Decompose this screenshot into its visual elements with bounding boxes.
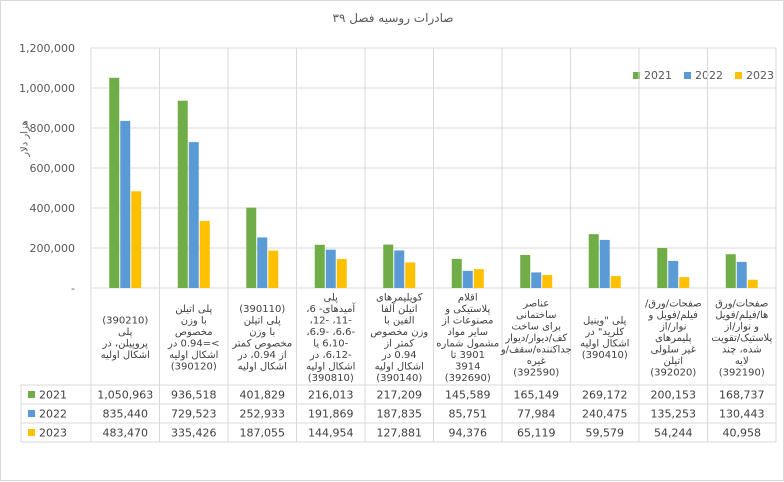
- y-tick-label: 200,000: [30, 242, 76, 255]
- bar-2023-9: [679, 277, 690, 288]
- table-cell-2021: 936,518: [171, 389, 217, 402]
- table-cell-2023: 335,426: [171, 427, 217, 440]
- table-cell-2023: 483,470: [103, 427, 149, 440]
- legend-swatch-2023: [735, 72, 742, 79]
- bar-2023-8: [610, 276, 621, 288]
- legend-swatch-2022: [684, 72, 691, 79]
- table-cell-2022: 187,835: [377, 408, 423, 421]
- category-label: کوپلیمرهای اتیلن آلفا الفین با وزن مخصوص کمت…: [370, 293, 428, 385]
- legend-label-2023: 2023: [746, 69, 774, 82]
- y-tick-label: -: [71, 282, 75, 295]
- bar-2021-10: [725, 254, 736, 288]
- chart-title: صادرات روسیه فصل ۳۹: [332, 11, 454, 25]
- legend-item-2021: 2021: [633, 69, 672, 82]
- y-tick-label: 800,000: [30, 122, 76, 135]
- category-label: صفحات/ورق ها/فیلم/فویل و نوار/از پلاستیک/تق…: [711, 298, 772, 378]
- table-cell-2021: 269,172: [582, 389, 628, 402]
- legend-label-2022: 2022: [695, 69, 723, 82]
- y-tick-label: 1,200,000: [19, 42, 75, 55]
- table-cell-2021: 168,737: [719, 389, 765, 402]
- bar-2021-3: [246, 207, 257, 288]
- table-cell-2021: 200,153: [651, 389, 697, 402]
- table-series-label: 2023: [39, 427, 67, 440]
- bar-2022-1: [120, 120, 131, 288]
- bar-2022-4: [325, 249, 336, 288]
- bar-2021-6: [451, 258, 462, 288]
- bar-2023-10: [747, 279, 758, 288]
- table-cell-2021: 165,149: [514, 389, 560, 402]
- bar-2023-3: [268, 250, 279, 288]
- bar-2022-10: [736, 261, 747, 288]
- category-label: عناصر ساختمانی برای ساخت کف/دیوار/دیوار جداک…: [500, 298, 572, 378]
- table-series-label: 2022: [39, 408, 67, 421]
- table-legend-swatch-2021: [28, 391, 35, 398]
- bar-2021-1: [109, 77, 120, 288]
- table-cell-2021: 217,209: [377, 389, 423, 402]
- table-cell-2022: 240,475: [582, 408, 628, 421]
- table-cell-2022: 191,869: [308, 408, 354, 421]
- bar-2021-2: [177, 100, 188, 288]
- legend-swatch-2021: [633, 72, 640, 79]
- category-label: (390110) پلی اتیلن با وزن مخصوص کمتر از 0.94…: [231, 304, 292, 373]
- table-cell-2022: 130,443: [719, 408, 765, 421]
- table-cell-2023: 40,958: [723, 427, 762, 440]
- bar-2022-8: [599, 239, 610, 288]
- bar-2022-7: [531, 272, 542, 288]
- bar-2023-1: [131, 191, 142, 288]
- table-legend-swatch-2022: [28, 410, 35, 417]
- category-label: پلی اتیلن با وزن مخصوص >=0.94 در اشکال اولیه…: [167, 304, 220, 373]
- table-cell-2022: 252,933: [240, 408, 286, 421]
- bar-2022-3: [257, 237, 268, 288]
- y-tick-label: 1,000,000: [19, 82, 75, 95]
- y-axis-label: هزار دلار: [19, 120, 31, 157]
- table-cell-2022: 835,440: [103, 408, 149, 421]
- table-cell-2021: 216,013: [308, 389, 354, 402]
- table-cell-2023: 59,579: [586, 427, 625, 440]
- bar-2022-9: [668, 260, 679, 288]
- y-tick-label: 600,000: [30, 162, 76, 175]
- bar-2023-7: [542, 274, 553, 288]
- table-cell-2023: 65,119: [517, 427, 556, 440]
- legend-label-2021: 2021: [644, 69, 672, 82]
- bar-2021-8: [588, 234, 599, 288]
- legend-item-2023: 2023: [735, 69, 774, 82]
- table-cell-2022: 77,984: [517, 408, 556, 421]
- table-legend-swatch-2023: [28, 429, 35, 436]
- table-cell-2023: 144,954: [308, 427, 354, 440]
- table-cell-2021: 401,829: [240, 389, 286, 402]
- table-cell-2022: 85,751: [449, 408, 488, 421]
- category-label: اقلام پلاستیکی و مصنوعات از سایر مواد مشمول …: [436, 293, 499, 385]
- legend-item-2022: 2022: [684, 69, 723, 82]
- table-cell-2023: 94,376: [449, 427, 488, 440]
- table-cell-2021: 1,050,963: [97, 389, 153, 402]
- bar-2021-4: [314, 244, 325, 288]
- legend: 2021 2022 2023: [633, 69, 774, 82]
- bar-2022-5: [394, 250, 405, 288]
- table-cell-2022: 729,523: [171, 408, 217, 421]
- bar-2022-6: [462, 270, 473, 288]
- y-tick-label: 400,000: [30, 202, 76, 215]
- bar-2021-5: [383, 244, 394, 288]
- table-cell-2023: 187,055: [240, 427, 286, 440]
- table-cell-2021: 145,589: [445, 389, 491, 402]
- bar-2021-7: [520, 254, 531, 288]
- category-label: صفحات/ورق/فیلم/فویل و نوار/از پلیمرهای غیر …: [645, 298, 702, 378]
- table-cell-2022: 135,253: [651, 408, 697, 421]
- table-cell-2023: 127,881: [377, 427, 423, 440]
- bar-2022-2: [188, 142, 199, 288]
- table-series-label: 2021: [39, 389, 67, 402]
- bar-2023-5: [405, 262, 416, 288]
- bar-2023-2: [199, 220, 210, 288]
- category-label: پلی آمیدهای- 6، -11، -12، -6،6، -6،9، -6،10 …: [306, 293, 356, 385]
- table-cell-2023: 54,244: [654, 427, 693, 440]
- bar-2021-9: [657, 247, 668, 288]
- bar-2023-6: [473, 269, 484, 288]
- category-label: پلی "وینیل کلرید" در اشکال اولیه (390410): [580, 316, 629, 362]
- category-label: (390210) پلی پروپیلن، در اشکال اولیه: [101, 316, 150, 362]
- bar-2023-4: [336, 259, 347, 288]
